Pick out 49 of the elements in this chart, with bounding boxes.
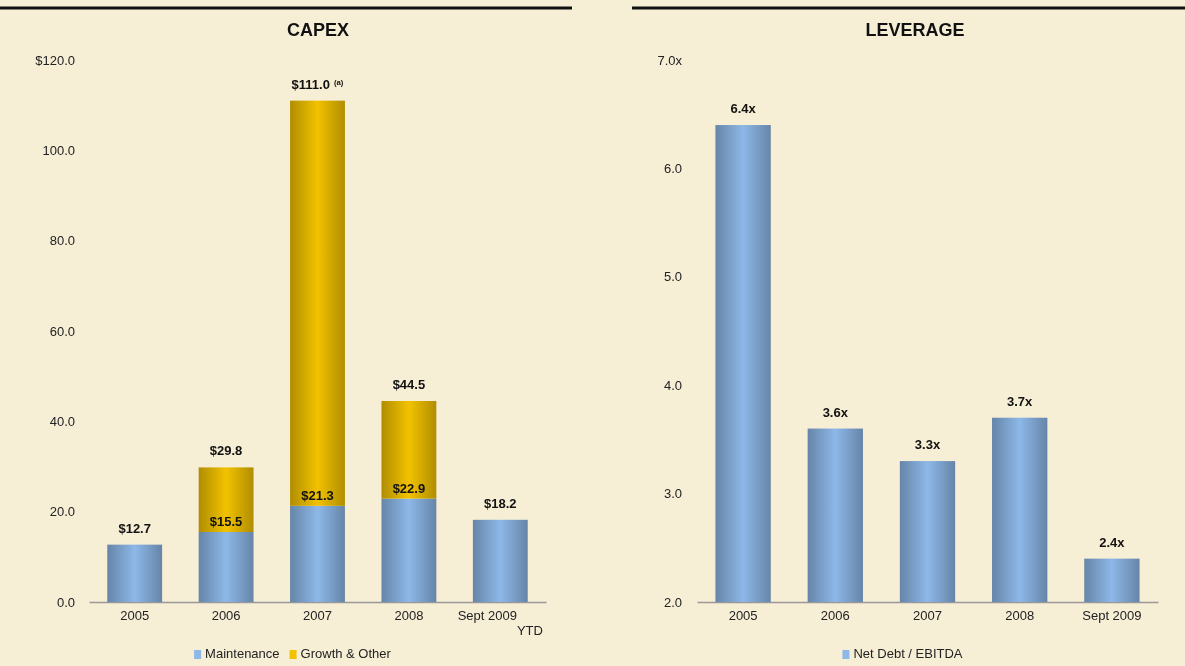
x-tick-label: 2008 — [1005, 608, 1035, 623]
data-label: 2.4x — [1099, 534, 1126, 550]
legend-label: Maintenance — [205, 646, 280, 661]
data-label: 6.4x — [730, 101, 757, 117]
data-label: 3.7x — [1007, 393, 1034, 409]
x-tick-label: Sept 2009 — [1082, 608, 1142, 623]
x-tick-label: 2008 — [394, 608, 424, 623]
y-tick-label: 7.0x — [657, 52, 683, 68]
y-tick-label: 4.0 — [663, 377, 682, 393]
x-tick-label: 2006 — [820, 608, 850, 623]
total-label: $29.8 — [209, 443, 243, 459]
bar — [290, 505, 345, 602]
chart-title: LEVERAGE — [865, 20, 965, 40]
data-label: $21.3 — [301, 487, 334, 503]
x-tick-label: Sept 2009 YTD — [457, 608, 543, 638]
x-tick-label: 2006 — [211, 608, 241, 623]
y-tick-label: 40.0 — [49, 413, 75, 429]
chart-title: CAPEX — [286, 20, 350, 40]
bar — [107, 544, 163, 602]
data-label: $22.9 — [392, 480, 426, 496]
x-tick-label: 2005 — [120, 608, 150, 623]
y-tick-label: 5.0 — [663, 269, 682, 285]
x-tick-label: 2007 — [303, 608, 332, 623]
bar — [381, 401, 437, 499]
y-tick-label: 80.0 — [49, 233, 75, 249]
bar — [198, 531, 254, 602]
data-label: 3.3x — [914, 437, 941, 453]
bar — [381, 498, 437, 602]
y-tick-label: 20.0 — [49, 504, 75, 520]
bar — [290, 100, 345, 506]
data-label: $15.5 — [209, 513, 243, 529]
total-label: $111.0$^{(a)}$ — [291, 76, 344, 92]
y-tick-label: 6.0 — [663, 161, 682, 177]
y-tick-label: 3.0 — [663, 486, 682, 502]
total-label: $12.7 — [118, 520, 151, 536]
y-tick-label: 60.0 — [49, 323, 75, 339]
y-tick-label: 0.0 — [56, 594, 75, 610]
legend-label: Growth & Other — [300, 646, 392, 661]
total-label: $18.2 — [484, 495, 517, 511]
legend-label: Net Debt / EBITDA — [853, 646, 963, 661]
data-label: 3.6x — [822, 404, 849, 420]
total-label: $44.5 — [392, 377, 426, 393]
y-tick-label: $120.0 — [35, 52, 75, 68]
y-tick-label: 2.0 — [663, 594, 682, 610]
bar — [472, 519, 528, 602]
x-tick-label: 2005 — [728, 608, 758, 623]
x-tick-label: 2007 — [913, 608, 942, 623]
bar — [198, 467, 254, 532]
y-tick-label: 100.0 — [42, 142, 75, 158]
